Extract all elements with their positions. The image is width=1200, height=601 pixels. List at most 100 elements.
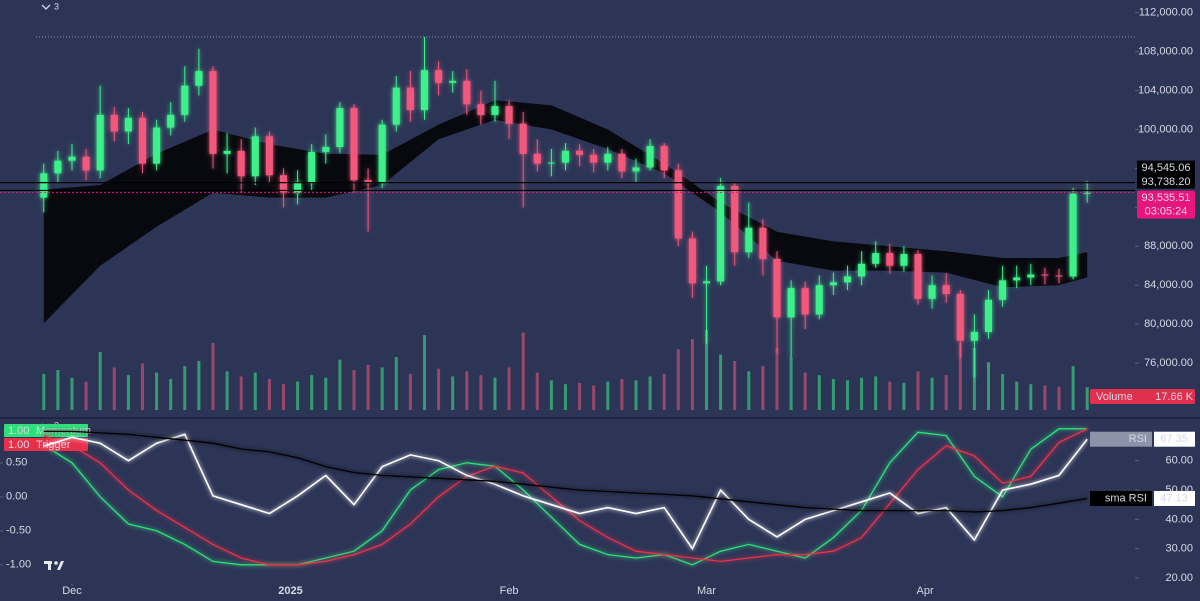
volume-bar (535, 372, 539, 410)
y-tick-label: -1.00 (6, 559, 31, 571)
volume-bar (648, 376, 652, 410)
y2-tick-label: 40.00 (1165, 513, 1193, 525)
candle-body (237, 150, 245, 177)
volume-bar (944, 375, 948, 410)
collapse-chevron[interactable] (41, 4, 51, 10)
candle-body (787, 288, 795, 318)
series-tag-value (1154, 490, 1195, 506)
y2-tick-label: 20.00 (1165, 572, 1193, 584)
volume-bar (1001, 373, 1005, 410)
volume-bar (1071, 366, 1075, 410)
y-tick-label: 88,000.00 (1144, 240, 1193, 252)
volume-bar (507, 367, 511, 410)
candle-body (886, 253, 894, 266)
volume-name: Volume (1096, 391, 1133, 403)
volume-bar (1057, 386, 1061, 410)
volume-bar (42, 373, 46, 410)
legend-value: 1.00 (8, 439, 29, 451)
volume-bar (930, 377, 934, 410)
candle-body (717, 185, 725, 282)
candle-body (660, 146, 668, 171)
x-tick-label: 2025 (278, 585, 302, 597)
volume-bar (366, 364, 370, 410)
volume-bar (563, 384, 567, 410)
y-tick-label: -0.50 (6, 525, 31, 537)
price-tag-label: 94,545.06 (1142, 162, 1191, 174)
legend-box (4, 438, 88, 451)
candle-body (872, 253, 880, 264)
volume-bar (803, 372, 807, 410)
volume-bar (479, 375, 483, 410)
candle-body (435, 70, 443, 83)
candle-body (970, 331, 978, 341)
price-tag-label: 93,738.20 (1142, 176, 1191, 188)
candle-body (1055, 275, 1063, 277)
volume-bar (98, 351, 102, 410)
candle-body (195, 71, 203, 86)
volume-bar (1043, 385, 1047, 410)
indicator-line (43, 428, 1088, 566)
volume-bar (845, 380, 849, 410)
candle-body (392, 87, 400, 125)
volume-bar (70, 377, 74, 410)
volume-bars (42, 330, 1089, 410)
candle-body (745, 227, 753, 253)
candle-body (491, 106, 499, 115)
candle-body (858, 263, 866, 277)
volume-bar (1085, 387, 1089, 410)
candle-body (1069, 193, 1077, 277)
volume-bar (888, 381, 892, 410)
candle-body (843, 276, 851, 283)
candle-body (702, 281, 710, 284)
candle-body (138, 117, 146, 164)
volume-bar (958, 342, 962, 410)
candle-body (406, 87, 414, 111)
candle-body (815, 285, 823, 315)
candle-body (477, 104, 485, 115)
candle-body (265, 136, 273, 176)
volume-bar (112, 367, 116, 410)
volume-bar (239, 376, 243, 410)
series-tag-name: sma RSI (1105, 492, 1147, 504)
x-tick-label: Dec (62, 585, 82, 597)
volume-bar (972, 348, 976, 410)
last-price-label: 93,535.51 (1142, 192, 1191, 204)
volume-bar (267, 379, 271, 410)
x-tick-label: Apr (916, 585, 933, 597)
volume-bar (394, 357, 398, 410)
candle-body (999, 280, 1007, 300)
candle-body (829, 282, 837, 286)
candle-body (604, 153, 612, 163)
volume-bar (140, 363, 144, 410)
volume-bar (620, 379, 624, 410)
volume-bar (169, 379, 173, 410)
candle-body (294, 182, 302, 193)
candle-body (378, 124, 386, 184)
series-tag (1090, 490, 1152, 506)
candle-body (251, 136, 259, 177)
y-tick-label: 100,000.00 (1138, 123, 1193, 135)
candle-body (759, 227, 767, 259)
y-tick-label: 112,000.00 (1139, 7, 1193, 19)
volume-bar (1029, 384, 1033, 410)
volume-bar (986, 362, 990, 410)
price-tag (1137, 160, 1195, 175)
volume-bar (253, 372, 257, 410)
volume-bar (126, 375, 130, 410)
candle-body (110, 114, 118, 132)
volume-bar (592, 385, 596, 410)
volume-bar (789, 357, 793, 410)
volume-bar (380, 367, 384, 410)
candle-body (942, 285, 950, 294)
volume-last: 17.66 K (1155, 391, 1194, 403)
volume-bar (676, 349, 680, 410)
volume-bar (422, 335, 426, 410)
y-tick-label: 104,000.00 (1138, 84, 1193, 96)
candle-body (646, 146, 654, 168)
candles (40, 37, 1091, 378)
series-tag (1090, 431, 1152, 447)
series-tag-label: 47.13 (1160, 492, 1188, 504)
volume-bar (606, 381, 610, 410)
